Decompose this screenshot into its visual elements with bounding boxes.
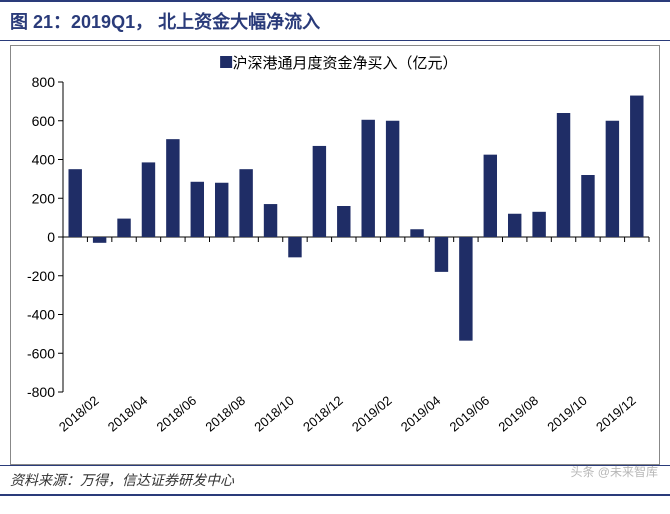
svg-text:2019/04: 2019/04	[398, 393, 444, 435]
svg-text:-800: -800	[27, 384, 55, 400]
svg-text:2019/10: 2019/10	[544, 393, 590, 435]
svg-text:2018/02: 2018/02	[56, 393, 102, 435]
svg-text:200: 200	[32, 190, 56, 206]
svg-text:2019/12: 2019/12	[593, 393, 639, 435]
svg-text:600: 600	[32, 113, 56, 129]
svg-text:-600: -600	[27, 345, 55, 361]
watermark: 头条 @未来智库	[570, 463, 658, 480]
svg-text:2018/04: 2018/04	[105, 393, 151, 435]
svg-text:2018/06: 2018/06	[154, 393, 200, 435]
svg-text:2018/12: 2018/12	[300, 393, 346, 435]
svg-text:-400: -400	[27, 307, 55, 323]
svg-text:沪深港通月度资金净买入（亿元）: 沪深港通月度资金净买入（亿元）	[232, 55, 457, 72]
svg-text:2019/06: 2019/06	[447, 393, 493, 435]
bar-chart-svg: -800-600-400-20002004006008002018/022018…	[11, 46, 659, 464]
svg-text:2018/08: 2018/08	[202, 393, 248, 435]
svg-text:2019/02: 2019/02	[349, 393, 395, 435]
svg-text:2019/08: 2019/08	[495, 393, 541, 435]
svg-text:2018/10: 2018/10	[251, 393, 297, 435]
svg-text:0: 0	[47, 229, 55, 245]
chart-area: -800-600-400-20002004006008002018/022018…	[10, 45, 660, 465]
chart-title: 图 21：2019Q1， 北上资金大幅净流入	[0, 0, 670, 41]
svg-text:-200: -200	[27, 268, 55, 284]
svg-text:800: 800	[32, 74, 56, 90]
svg-text:400: 400	[32, 152, 56, 168]
